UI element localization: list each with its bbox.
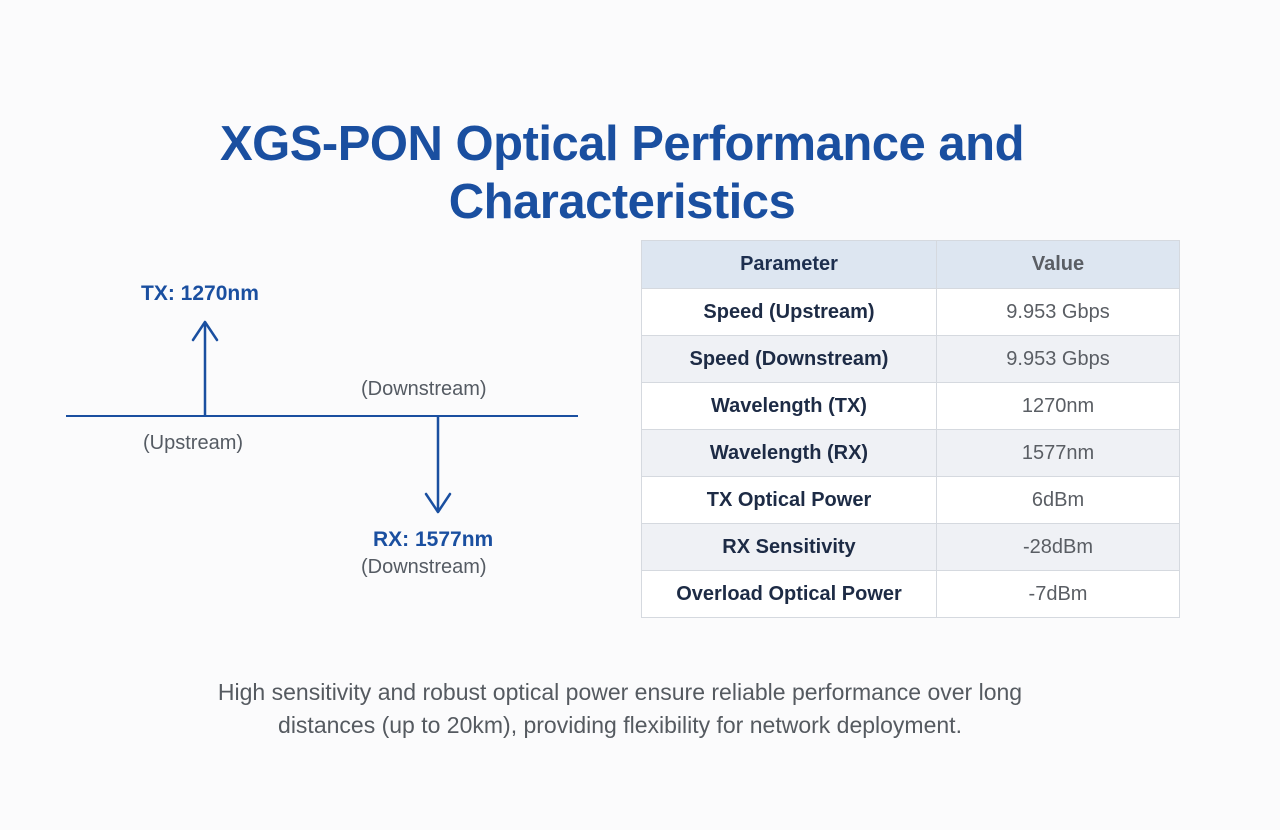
value-cell: 6dBm — [936, 476, 1180, 524]
header-value: Value — [936, 240, 1180, 289]
table-row: Wavelength (RX) 1577nm — [641, 429, 1180, 477]
param-cell: TX Optical Power — [641, 476, 937, 524]
value-cell: 1270nm — [936, 382, 1180, 430]
summary-line-1: High sensitivity and robust optical powe… — [217, 679, 1023, 705]
param-cell: Wavelength (TX) — [641, 382, 937, 430]
title-line-1: XGS-PON Optical Performance and — [219, 116, 1025, 171]
upstream-label: (Upstream) — [143, 432, 244, 454]
table-row: RX Sensitivity -28dBm — [641, 523, 1180, 571]
value-cell: 9.953 Gbps — [936, 335, 1180, 383]
header-parameter: Parameter — [641, 240, 937, 289]
value-cell: -7dBm — [936, 570, 1180, 618]
param-cell: RX Sensitivity — [641, 523, 937, 571]
rx-wavelength-label: RX: 1577nm — [373, 528, 494, 551]
spec-table: Parameter Value Speed (Upstream) 9.953 G… — [641, 240, 1180, 618]
table-row: Speed (Upstream) 9.953 Gbps — [641, 288, 1180, 336]
diagram-lines — [66, 320, 578, 514]
arrow-up-icon — [191, 320, 219, 416]
table-row: TX Optical Power 6dBm — [641, 476, 1180, 524]
downstream-label-top: (Downstream) — [361, 378, 487, 400]
title-line-2: Characteristics — [448, 174, 796, 229]
tx-wavelength-label: TX: 1270nm — [141, 282, 259, 305]
table-row: Wavelength (TX) 1270nm — [641, 382, 1180, 430]
value-cell: 1577nm — [936, 429, 1180, 477]
param-cell: Speed (Upstream) — [641, 288, 937, 336]
param-cell: Speed (Downstream) — [641, 335, 937, 383]
summary-line-2: distances (up to 20km), providing flexib… — [278, 712, 962, 738]
table-row: Overload Optical Power -7dBm — [641, 570, 1180, 618]
summary-text: High sensitivity and robust optical powe… — [120, 676, 1120, 742]
table-row: Speed (Downstream) 9.953 Gbps — [641, 335, 1180, 383]
param-cell: Wavelength (RX) — [641, 429, 937, 477]
downstream-label-bottom: (Downstream) — [361, 556, 487, 578]
arrow-down-icon — [424, 416, 452, 514]
wavelength-diagram: TX: 1270nm (Downstream) (Upstream) RX: 1… — [0, 0, 640, 640]
page-title: XGS-PON Optical Performance and Characte… — [0, 115, 1244, 231]
value-cell: -28dBm — [936, 523, 1180, 571]
value-cell: 9.953 Gbps — [936, 288, 1180, 336]
param-cell: Overload Optical Power — [641, 570, 937, 618]
table-header-row: Parameter Value — [641, 240, 1180, 289]
